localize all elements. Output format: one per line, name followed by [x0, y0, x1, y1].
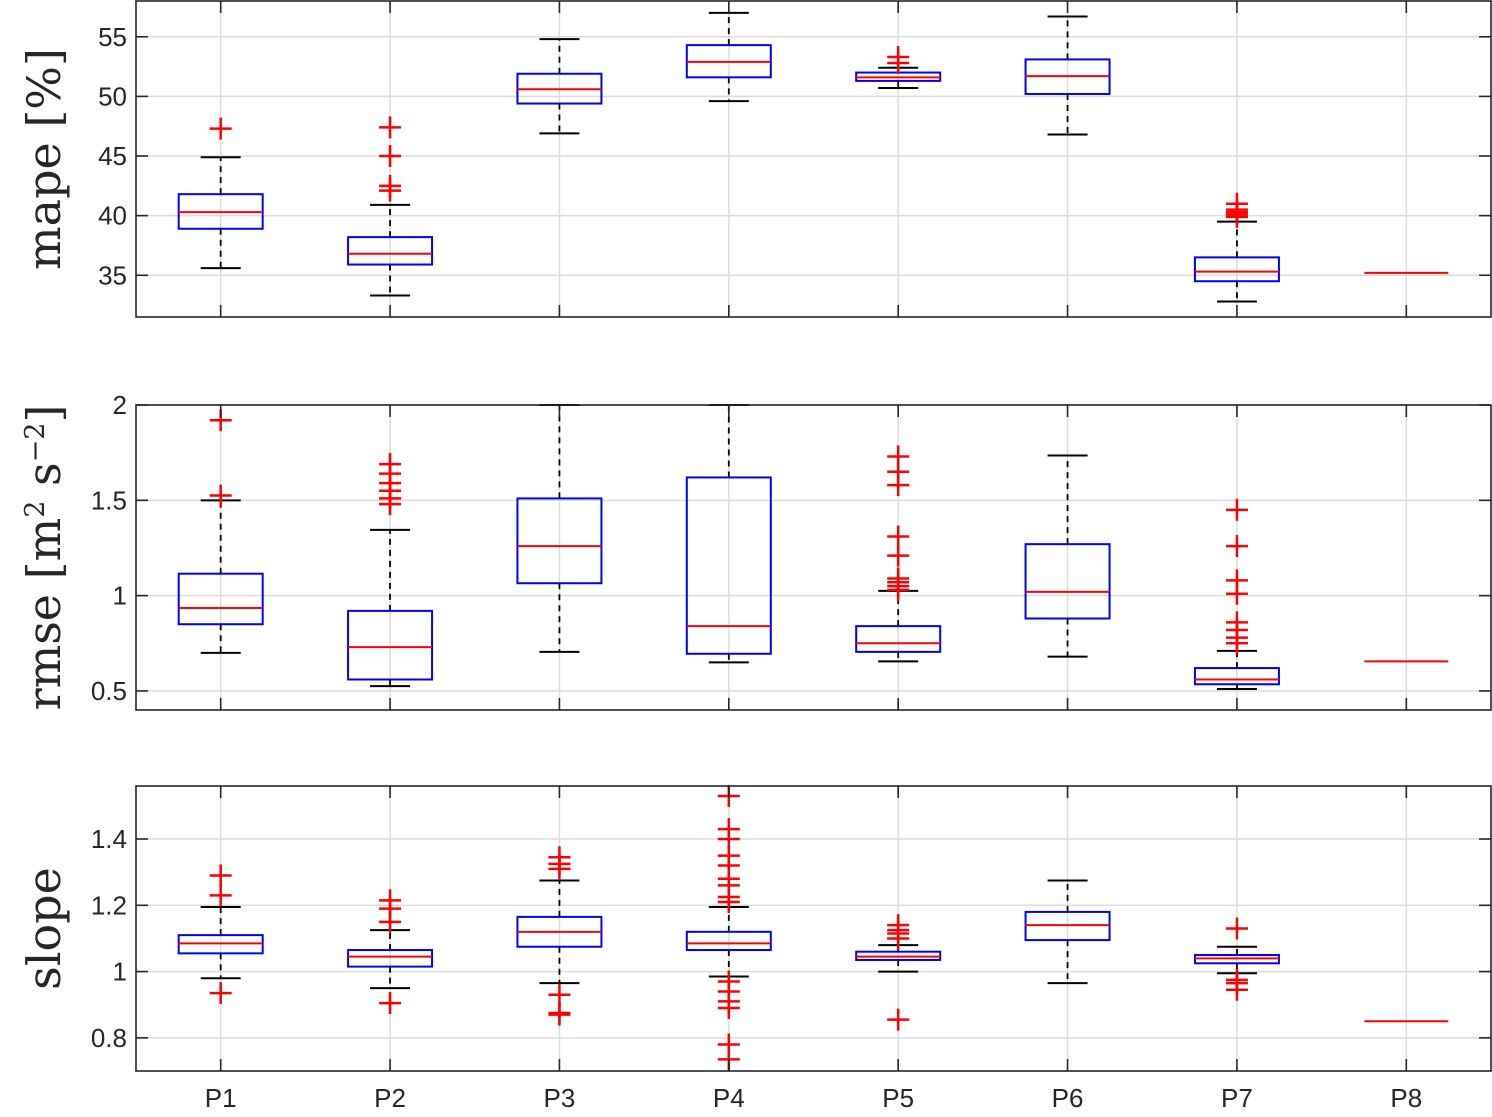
- outlier-P5-3: [887, 567, 910, 590]
- outlier-P4-13: [717, 818, 740, 841]
- outlier-P7-4: [1225, 192, 1248, 215]
- box-group-P7: [1193, 498, 1280, 691]
- box-group-P2: [347, 889, 434, 1015]
- y-axis-label: rmse [m2 s−2]: [17, 405, 71, 711]
- box-P4: [685, 930, 772, 952]
- outlier-P1-0: [209, 484, 232, 507]
- box-group-P1: [177, 409, 264, 654]
- box-group-P1: [177, 117, 264, 270]
- outlier-P7-3: [1225, 611, 1248, 634]
- box-group-P5: [855, 445, 942, 663]
- y-tick-label: 1: [113, 581, 127, 611]
- y-axis-label: mape [%]: [17, 48, 71, 270]
- outlier-P1-1: [209, 884, 232, 907]
- outlier-P2-2: [379, 145, 402, 168]
- y-axis-label-part: 2: [20, 501, 51, 518]
- outlier-P5-5: [887, 525, 910, 548]
- x-tick-label: P7: [1221, 1083, 1253, 1113]
- box-P4: [685, 476, 772, 655]
- box-group-P3: [516, 846, 603, 1026]
- outlier-P5-8: [887, 445, 910, 468]
- outlier-P4-5: [717, 970, 740, 993]
- panel-3: 0.8 1 1.2 1.4 P1 P2 P3 P4 P5 P6 P7 P8 slope: [17, 784, 1492, 1113]
- y-axis-label: slope: [17, 867, 71, 990]
- axes-frame-1: [135, 0, 1492, 318]
- y-axis-label-part: rmse [m: [17, 518, 71, 711]
- box-P5: [855, 625, 942, 653]
- y-tick-label: 40: [98, 201, 127, 231]
- y-axis-label-part: s: [17, 462, 71, 500]
- y-tick-label: 0.8: [91, 1023, 127, 1053]
- outlier-P7-5: [1225, 569, 1248, 592]
- outlier-P3-2: [548, 983, 571, 1006]
- box-P6: [1024, 543, 1111, 620]
- axes-frame-2: [135, 404, 1492, 711]
- box-group-P7: [1193, 917, 1280, 1001]
- box-group-P2: [347, 116, 434, 297]
- box-P3: [516, 497, 603, 585]
- y-axis-label-part: ]: [17, 405, 71, 423]
- y-tick-label: 55: [98, 22, 127, 52]
- y-tick-label: 2: [113, 390, 127, 420]
- box-P1: [177, 572, 264, 626]
- outlier-P2-0: [379, 992, 402, 1015]
- box-group-P5: [855, 46, 942, 90]
- x-tick-label: P1: [205, 1083, 237, 1113]
- y-axis-label-part: −2: [20, 423, 51, 463]
- outlier-P5-4: [887, 914, 910, 937]
- outlier-P2-1: [379, 174, 402, 197]
- outlier-P2-3: [379, 116, 402, 139]
- outlier-P2-5: [379, 453, 402, 476]
- box-group-P2: [347, 453, 434, 688]
- box-group-P3: [516, 38, 603, 135]
- y-tick-label: 45: [98, 141, 127, 171]
- box-group-P6: [1024, 15, 1111, 136]
- y-tick-label: 1.4: [91, 824, 127, 854]
- box-group-P6: [1024, 454, 1111, 658]
- box-P2: [347, 236, 434, 266]
- x-tick-label: P4: [713, 1083, 745, 1113]
- outlier-P5-1: [887, 46, 910, 69]
- outlier-P1-0: [209, 982, 232, 1005]
- y-tick-label: 50: [98, 81, 127, 111]
- y-tick-label: 1.5: [91, 485, 127, 515]
- y-tick-label: 1: [113, 957, 127, 987]
- x-tick-label: P6: [1052, 1083, 1084, 1113]
- outlier-P7-2: [1225, 968, 1248, 991]
- box-group-P5: [855, 914, 942, 1031]
- box-P7: [1193, 667, 1280, 686]
- box-group-P7: [1193, 192, 1280, 303]
- outlier-P7-7: [1225, 498, 1248, 521]
- panel-1: 35 40 45 50 55 mape [%]: [17, 0, 1492, 318]
- outlier-P1-2: [209, 864, 232, 887]
- box-P7: [1193, 256, 1280, 283]
- x-tick-label: P3: [544, 1083, 576, 1113]
- outlier-P5-4: [887, 544, 910, 567]
- box-group-P6: [1024, 879, 1111, 985]
- outlier-P3-5: [548, 846, 571, 869]
- x-tick-label: P8: [1390, 1083, 1422, 1113]
- outlier-P2-3: [379, 889, 402, 912]
- y-tick-label: 35: [98, 260, 127, 290]
- y-tick-label: 0.5: [91, 676, 127, 706]
- box-P2: [347, 949, 434, 968]
- outlier-P5-0: [887, 1008, 910, 1031]
- box-P2: [347, 609, 434, 681]
- outlier-P4-1: [717, 1033, 740, 1056]
- y-tick-label: 1.2: [91, 890, 127, 920]
- box-group-P1: [177, 864, 264, 1005]
- outlier-P7-6: [1225, 535, 1248, 558]
- x-tick-label: P2: [374, 1083, 406, 1113]
- outlier-P1-0: [209, 117, 232, 140]
- outlier-P7-3: [1225, 917, 1248, 940]
- axes-frame-3: [135, 785, 1492, 1072]
- x-tick-label: P5: [882, 1083, 914, 1113]
